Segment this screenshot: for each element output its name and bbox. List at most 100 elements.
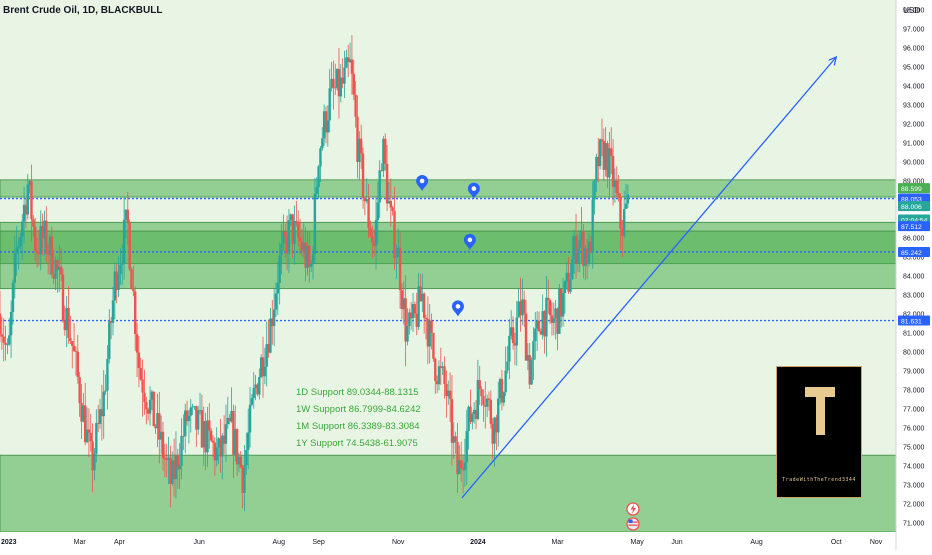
candle-body bbox=[445, 384, 448, 397]
trendline[interactable] bbox=[461, 57, 836, 499]
svg-text:88.053: 88.053 bbox=[901, 197, 922, 204]
candle-body bbox=[359, 138, 363, 154]
price-tick-label: 89.000 bbox=[903, 179, 925, 186]
candle-body bbox=[621, 228, 624, 236]
candle-body bbox=[65, 308, 68, 331]
event-markers[interactable] bbox=[416, 175, 480, 317]
candle-body bbox=[567, 272, 570, 292]
svg-text:87.512: 87.512 bbox=[901, 224, 922, 231]
candle-body bbox=[128, 222, 131, 270]
event-icons[interactable] bbox=[626, 502, 640, 531]
candle-body bbox=[239, 456, 242, 468]
candle-body bbox=[330, 78, 333, 89]
candle-body bbox=[111, 300, 115, 323]
candle-body bbox=[421, 293, 424, 302]
candle-body bbox=[343, 67, 346, 84]
candle-body bbox=[535, 320, 539, 329]
candle-body bbox=[337, 69, 341, 97]
candle-body bbox=[256, 384, 259, 395]
candle-body bbox=[209, 430, 213, 441]
candle-body bbox=[443, 366, 446, 385]
price-tick-label: 97.000 bbox=[903, 27, 925, 34]
price-tick-label: 95.000 bbox=[903, 65, 925, 72]
logo-caption: TradeWithTheTrend3344 bbox=[782, 477, 856, 483]
candle-body bbox=[348, 59, 352, 62]
candle-body bbox=[371, 236, 374, 243]
candle-body bbox=[556, 308, 559, 334]
candle-body bbox=[447, 390, 450, 397]
us-flag-stripes-2 bbox=[628, 524, 638, 526]
candle-body bbox=[569, 279, 572, 292]
candle-body bbox=[408, 312, 411, 327]
candle-body bbox=[46, 253, 50, 255]
candle-body bbox=[280, 243, 283, 256]
svg-text:88.599: 88.599 bbox=[901, 186, 922, 193]
price-tick-label: 79.000 bbox=[903, 369, 925, 376]
trendline-layer[interactable] bbox=[461, 57, 836, 499]
candle-body bbox=[532, 341, 535, 360]
candle-body bbox=[334, 87, 337, 89]
price-tick-label: 81.000 bbox=[903, 331, 925, 338]
candle-body bbox=[109, 321, 113, 323]
candle-body bbox=[528, 355, 531, 385]
time-tick-label: Mar bbox=[74, 539, 87, 546]
candle-body bbox=[152, 391, 155, 427]
candle-body bbox=[185, 410, 189, 422]
location-pin-icon[interactable] bbox=[463, 233, 476, 250]
candle-body bbox=[298, 237, 302, 242]
candle-body bbox=[52, 274, 55, 279]
candle-body bbox=[332, 78, 335, 88]
svg-text:88.006: 88.006 bbox=[901, 204, 922, 211]
us-flag-stripes bbox=[628, 521, 638, 523]
time-axis[interactable]: 2023 Mar Apr Jun Aug Sep Nov 2024 Mar May Jun Aug Oc… bbox=[1, 539, 883, 546]
candle-body bbox=[519, 301, 522, 316]
location-pin-icon[interactable] bbox=[451, 300, 464, 317]
candle-body bbox=[74, 351, 78, 353]
candle-body bbox=[619, 196, 622, 229]
candle-body bbox=[284, 231, 287, 237]
candle-body bbox=[558, 288, 561, 334]
currency-label[interactable]: USD bbox=[903, 6, 920, 15]
price-tick-label: 71.000 bbox=[903, 521, 925, 528]
candle-body bbox=[534, 328, 537, 342]
candle-body bbox=[398, 247, 402, 291]
price-tick-label: 82.000 bbox=[903, 312, 925, 319]
candle-body bbox=[552, 318, 556, 323]
location-pin-icon[interactable] bbox=[467, 182, 480, 199]
chart-title: Brent Crude Oil, 1D, BLACKBULL bbox=[3, 5, 163, 16]
candle-body bbox=[515, 317, 518, 346]
candle-body bbox=[156, 413, 159, 429]
candle-body bbox=[419, 286, 422, 302]
location-pin-icon[interactable] bbox=[416, 175, 429, 191]
candle-body bbox=[563, 281, 567, 293]
candle-body bbox=[435, 381, 439, 385]
candle-body bbox=[452, 436, 455, 443]
price-badge: 87.512 bbox=[898, 221, 930, 232]
time-tick-label: Oct bbox=[831, 539, 842, 546]
candle-body bbox=[409, 312, 413, 319]
candle-body bbox=[497, 398, 500, 433]
candle-body bbox=[406, 326, 409, 342]
candle-body bbox=[193, 406, 196, 408]
time-tick-label: Sep bbox=[312, 539, 325, 546]
price-tick-label: 83.000 bbox=[903, 293, 925, 300]
candle-body bbox=[521, 299, 524, 316]
time-tick-label: 2023 bbox=[1, 539, 17, 546]
candle-body bbox=[202, 421, 205, 448]
time-tick-label: Nov bbox=[870, 539, 883, 546]
candle-body bbox=[37, 252, 41, 255]
candle-body bbox=[165, 459, 168, 461]
candle-body bbox=[502, 392, 505, 403]
price-badge: 88.053 bbox=[898, 193, 930, 204]
candle-body bbox=[195, 406, 198, 430]
candle-body bbox=[324, 111, 328, 133]
candle-body bbox=[126, 209, 130, 223]
time-tick-label: Mar bbox=[551, 539, 564, 546]
support-level-1d: 1D Support 89.0344-88.1315 bbox=[296, 387, 419, 398]
candle-body bbox=[208, 420, 211, 431]
price-axis-background bbox=[896, 0, 932, 550]
candle-body bbox=[145, 402, 148, 410]
candle-body bbox=[245, 450, 248, 466]
candle-body bbox=[265, 344, 268, 367]
